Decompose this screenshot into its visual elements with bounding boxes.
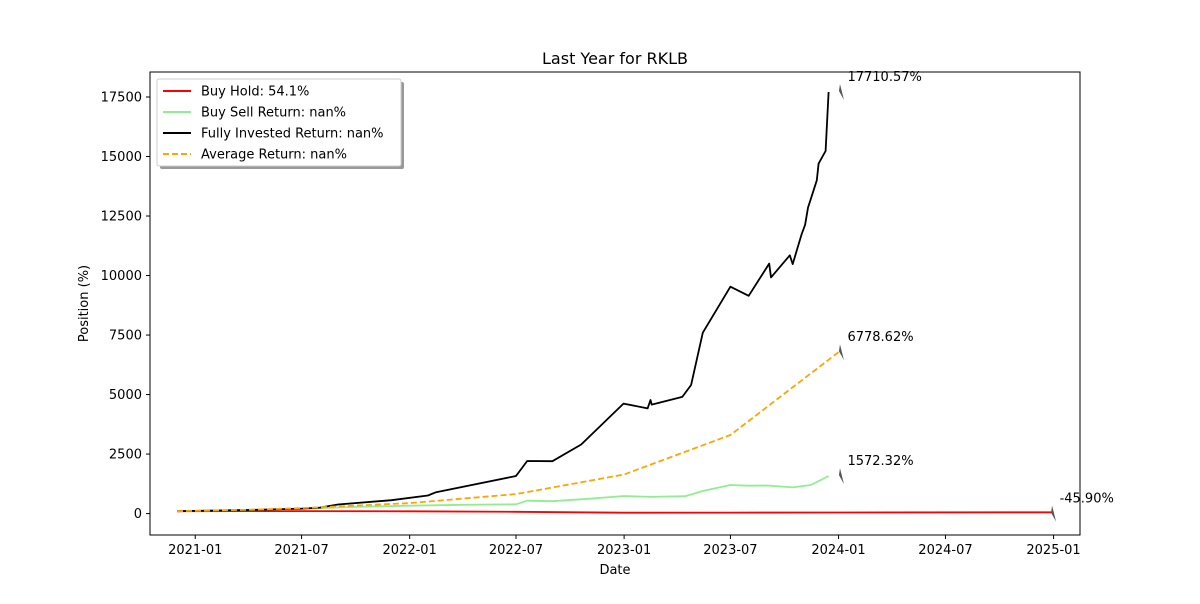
annotation-arrow xyxy=(838,344,844,361)
x-tick-label: 2022-01 xyxy=(383,543,437,558)
y-axis: 0 2500 5000 7500 10000 12500 15000 17500 xyxy=(101,90,150,522)
x-tick-label: 2024-01 xyxy=(811,543,865,558)
chart-title: Last Year for RKLB xyxy=(542,49,688,68)
annotation-label: 17710.57% xyxy=(847,70,921,85)
x-tick-label: 2021-07 xyxy=(274,543,328,558)
plot-frame xyxy=(149,71,1081,536)
annotation-arrow xyxy=(1051,505,1057,522)
legend-label: Buy Sell Return: nan% xyxy=(201,106,346,121)
legend-box xyxy=(156,78,402,167)
series-line-1 xyxy=(176,475,830,513)
annotation-layer: 17710.57% 6778.62% 1572.32% -45.90% xyxy=(838,70,1114,522)
series-line-2 xyxy=(176,91,830,513)
series-layer xyxy=(176,91,1054,514)
x-tick-label: 2023-07 xyxy=(703,543,757,558)
y-axis-label: Position (%) xyxy=(77,265,92,342)
series-line-0 xyxy=(176,510,1054,514)
y-tick-label: 0 xyxy=(134,507,142,522)
y-tick-label: 5000 xyxy=(109,388,142,403)
y-tick-label: 7500 xyxy=(109,329,142,344)
x-tick-label: 2022-07 xyxy=(489,543,543,558)
annotation-label: 1572.32% xyxy=(847,454,913,469)
legend-label: Buy Hold: 54.1% xyxy=(201,85,309,100)
series-line-3 xyxy=(176,351,840,513)
y-tick-label: 12500 xyxy=(101,210,142,225)
y-tick-label: 15000 xyxy=(101,150,142,165)
y-tick-label: 2500 xyxy=(109,448,142,463)
annotation-label: 6778.62% xyxy=(847,330,913,345)
x-axis-label: Date xyxy=(599,563,630,578)
annotation-arrow xyxy=(838,468,844,485)
x-tick-label: 2023-01 xyxy=(597,543,651,558)
x-tick-label: 2021-01 xyxy=(168,543,222,558)
x-tick-label: 2024-07 xyxy=(918,543,972,558)
annotation-arrow xyxy=(838,83,844,100)
legend-label: Fully Invested Return: nan% xyxy=(201,127,384,142)
y-tick-label: 17500 xyxy=(101,90,142,105)
annotation-label: -45.90% xyxy=(1060,492,1114,507)
x-tick-label: 2025-01 xyxy=(1026,543,1080,558)
x-axis: 2021-01 2021-07 2022-01 2022-07 2023-01 2023-… xyxy=(168,535,1081,558)
y-tick-label: 10000 xyxy=(101,269,142,284)
legend: Buy Hold: 54.1% Buy Sell Return: nan% Full… xyxy=(156,78,404,169)
legend-label: Average Return: nan% xyxy=(201,148,347,163)
